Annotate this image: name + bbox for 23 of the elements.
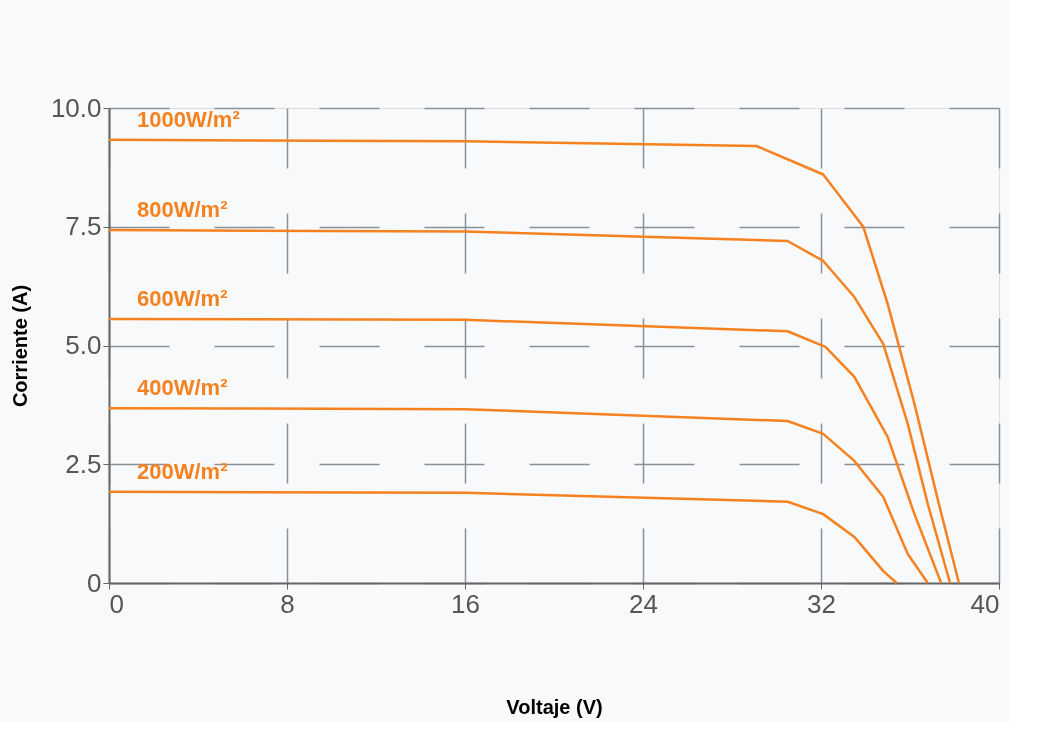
line-series xyxy=(107,138,961,585)
line-series xyxy=(107,406,930,585)
x-tick-label: 0 xyxy=(109,588,124,619)
y-tick-label: 2.5 xyxy=(65,448,102,479)
y-axis-title: Corriente (A) xyxy=(8,284,31,408)
series-label: 400W/m² xyxy=(137,375,228,401)
series-label: 200W/m² xyxy=(137,458,228,484)
line-series xyxy=(107,228,952,585)
series-label: 800W/m² xyxy=(137,197,228,223)
series-label: 600W/m² xyxy=(137,285,228,311)
x-tick-label: 16 xyxy=(451,588,480,619)
x-tick-label: 32 xyxy=(807,588,836,619)
x-tick-label: 24 xyxy=(629,588,658,619)
x-tick-label: 40 xyxy=(970,588,1000,619)
y-tick-label: 0 xyxy=(87,567,102,598)
y-tick-label: 10.0 xyxy=(50,92,102,123)
x-tick-label: 8 xyxy=(280,588,295,619)
line-series xyxy=(107,490,898,585)
y-tick-label: 7.5 xyxy=(65,211,102,242)
series-label: 1000W/m² xyxy=(137,106,240,132)
y-tick-label: 5.0 xyxy=(65,330,102,360)
line-series xyxy=(107,317,943,585)
x-axis-title: Voltaje (V) xyxy=(506,695,603,718)
